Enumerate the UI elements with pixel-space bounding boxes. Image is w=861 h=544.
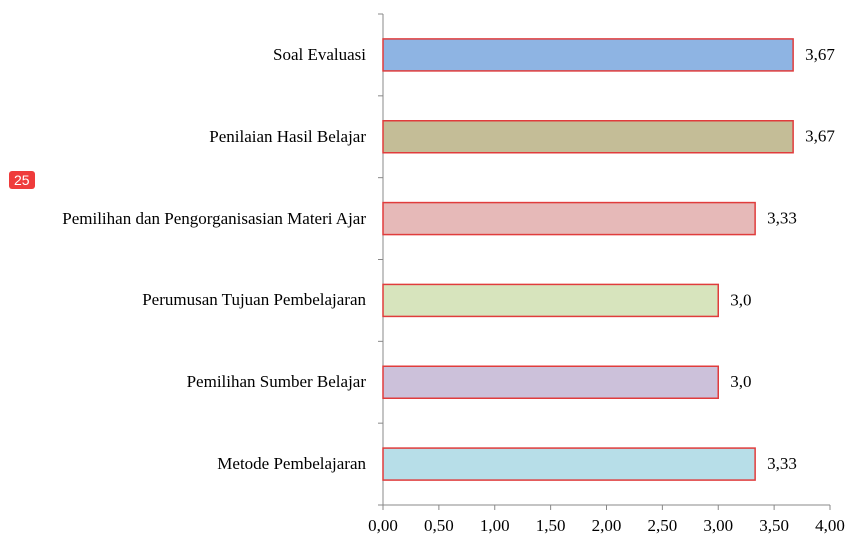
x-tick-label: 4,00 <box>815 516 845 535</box>
x-tick-label: 3,50 <box>759 516 789 535</box>
x-tick-label: 0,50 <box>424 516 454 535</box>
bar <box>382 201 756 236</box>
category-label: Perumusan Tujuan Pembelajaran <box>142 290 366 310</box>
value-label: 3,33 <box>767 208 797 227</box>
x-tick-label: 3,00 <box>703 516 733 535</box>
value-label: 3,33 <box>767 454 797 473</box>
x-tick-label: 2,50 <box>648 516 678 535</box>
x-tick-label: 2,00 <box>592 516 622 535</box>
value-label: 3,67 <box>805 127 835 146</box>
value-label: 3,67 <box>805 45 835 64</box>
bar <box>382 38 794 72</box>
bar <box>382 283 719 318</box>
category-label: Penilaian Hasil Belajar <box>209 126 366 146</box>
value-label: 3,0 <box>730 372 751 391</box>
bar <box>382 365 719 399</box>
category-label: Soal Evaluasi <box>272 44 366 64</box>
x-tick-label: 1,00 <box>480 516 510 535</box>
category-label: Metode Pembelajaran <box>217 454 366 474</box>
category-label: Pemilihan dan Pengorganisasian Materi Aj… <box>62 208 366 228</box>
bar <box>382 120 794 154</box>
x-tick-label: 0,00 <box>368 516 398 535</box>
annotation-badge: 25 <box>9 171 35 189</box>
category-label: Pemilihan Sumber Belajar <box>186 372 366 392</box>
value-label: 3,0 <box>730 290 751 309</box>
x-tick-label: 1,50 <box>536 516 566 535</box>
bar <box>382 447 756 481</box>
